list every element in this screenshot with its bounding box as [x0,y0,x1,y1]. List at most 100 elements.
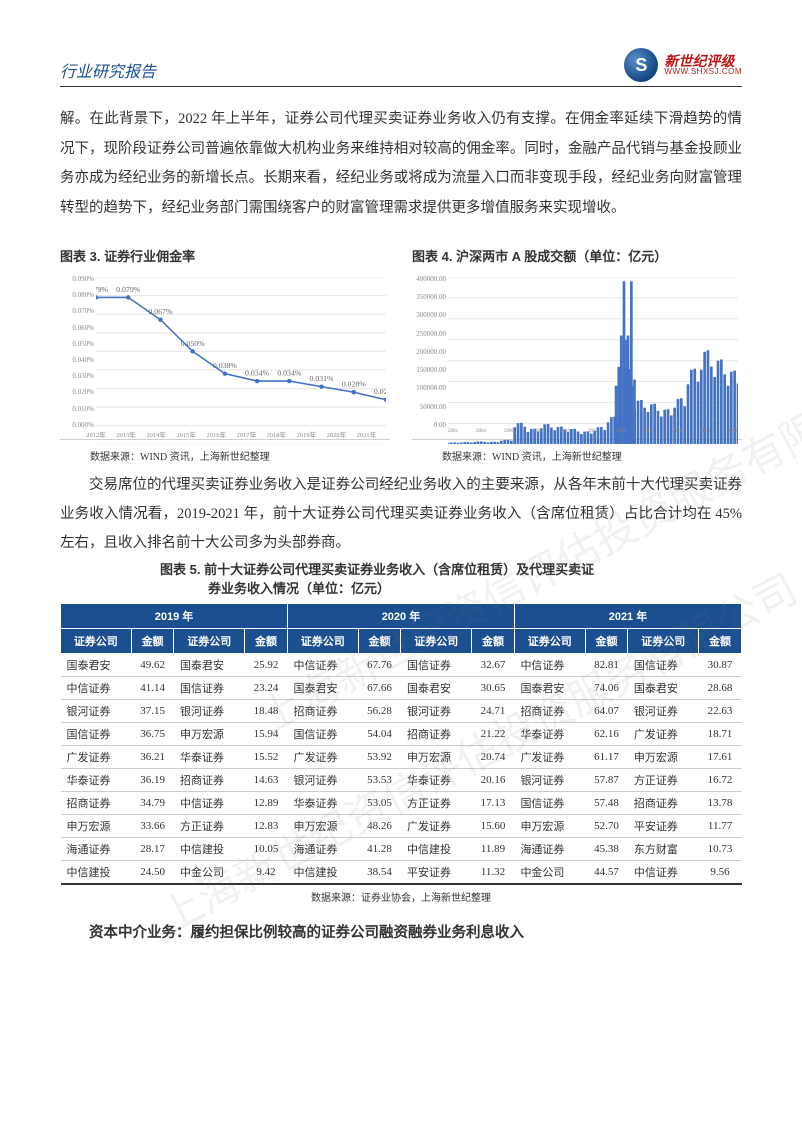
chart4-area: 400000.00350000.00300000.00250000.002000… [412,275,742,440]
amount-cell: 36.75 [131,722,174,745]
table5-body: 国泰君安49.62国泰君安25.92中信证券67.76国信证券32.67中信证券… [61,653,742,884]
table5-year-header: 2020 年 [287,603,514,628]
company-cell: 平安证券 [401,860,472,884]
company-cell: 国信证券 [174,676,245,699]
company-cell: 国泰君安 [628,676,699,699]
amount-cell: 48.26 [358,814,401,837]
amount-cell: 24.71 [472,699,515,722]
brand-logo-icon: S [624,48,658,82]
company-cell: 银河证券 [514,768,585,791]
company-cell: 银河证券 [174,699,245,722]
company-cell: 招商证券 [401,722,472,745]
table5-year-header: 2019 年 [61,603,288,628]
chart4-plot [448,277,738,444]
amount-cell: 52.70 [585,814,628,837]
company-cell: 中信建投 [401,837,472,860]
company-cell: 华泰证券 [61,768,132,791]
amount-cell: 20.16 [472,768,515,791]
amount-cell: 9.56 [699,860,742,884]
brand-text: 新世纪评级 WWW.SHXSJ.COM [664,54,742,76]
amount-cell: 37.15 [131,699,174,722]
brand-name: 新世纪评级 [664,54,742,68]
amount-cell: 10.73 [699,837,742,860]
section-heading-capital-intermediary: 资本中介业务：履约担保比例较高的证券公司融资融券业务利息收入 [60,920,742,948]
amount-cell: 17.13 [472,791,515,814]
amount-cell: 56.28 [358,699,401,722]
table-row: 华泰证券36.19招商证券14.63银河证券53.53华泰证券20.16银河证券… [61,768,742,791]
table5-col-header: 证券公司 [61,628,132,653]
page-header: 行业研究报告 S 新世纪评级 WWW.SHXSJ.COM [60,48,742,87]
amount-cell: 15.52 [245,745,288,768]
company-cell: 中金公司 [514,860,585,884]
table-row: 申万宏源33.66方正证券12.83申万宏源48.26广发证券15.60申万宏源… [61,814,742,837]
company-cell: 广发证券 [61,745,132,768]
table5-year-row: 2019 年2020 年2021 年 [61,603,742,628]
company-cell: 国信证券 [514,791,585,814]
company-cell: 平安证券 [628,814,699,837]
company-cell: 华泰证券 [287,791,358,814]
table-row: 国泰君安49.62国泰君安25.92中信证券67.76国信证券32.67中信证券… [61,653,742,676]
table5-col-row: 证券公司金额证券公司金额证券公司金额证券公司金额证券公司金额证券公司金额 [61,628,742,653]
chart4-yaxis: 400000.00350000.00300000.00250000.002000… [412,275,446,429]
table5-year-header: 2021 年 [514,603,741,628]
amount-cell: 64.07 [585,699,628,722]
amount-cell: 16.72 [699,768,742,791]
amount-cell: 74.06 [585,676,628,699]
company-cell: 银河证券 [401,699,472,722]
amount-cell: 28.68 [699,676,742,699]
company-cell: 广发证券 [287,745,358,768]
chart3-area: 0.090%0.080%0.070%0.060%0.050%0.040%0.03… [60,275,390,440]
svg-text:0.067%: 0.067% [148,307,173,316]
svg-text:0.050%: 0.050% [181,339,206,348]
amount-cell: 21.22 [472,722,515,745]
table-row: 招商证券34.79中信证券12.89华泰证券53.05方正证券17.13国信证券… [61,791,742,814]
table5-col-header: 金额 [131,628,174,653]
amount-cell: 20.74 [472,745,515,768]
amount-cell: 11.89 [472,837,515,860]
company-cell: 国泰君安 [401,676,472,699]
table5-col-header: 证券公司 [401,628,472,653]
chart4-block: 图表 4. 沪深两市 A 股成交额（单位：亿元） 400000.00350000… [412,246,742,463]
amount-cell: 11.77 [699,814,742,837]
svg-text:0.038%: 0.038% [213,361,238,370]
company-cell: 银河证券 [61,699,132,722]
amount-cell: 28.17 [131,837,174,860]
amount-cell: 22.63 [699,699,742,722]
company-cell: 广发证券 [401,814,472,837]
svg-text:0.024%: 0.024% [374,387,386,396]
amount-cell: 57.48 [585,791,628,814]
paragraph-2: 交易席位的代理买卖证券业务收入是证券公司经纪业务收入的主要来源，从各年末前十大代… [60,471,742,558]
company-cell: 东方财富 [628,837,699,860]
paragraph-1: 解。在此背景下，2022 年上半年，证券公司代理买卖证券业务收入仍有支撑。在佣金… [60,105,742,224]
amount-cell: 18.71 [699,722,742,745]
report-title: 行业研究报告 [60,58,156,82]
amount-cell: 12.89 [245,791,288,814]
amount-cell: 32.67 [472,653,515,676]
company-cell: 国信证券 [628,653,699,676]
table5-col-header: 金额 [699,628,742,653]
amount-cell: 10.05 [245,837,288,860]
amount-cell: 36.21 [131,745,174,768]
amount-cell: 30.65 [472,676,515,699]
amount-cell: 67.76 [358,653,401,676]
company-cell: 国泰君安 [514,676,585,699]
amount-cell: 49.62 [131,653,174,676]
company-cell: 海通证券 [61,837,132,860]
amount-cell: 61.17 [585,745,628,768]
company-cell: 华泰证券 [401,768,472,791]
company-cell: 中信证券 [287,653,358,676]
company-cell: 招商证券 [61,791,132,814]
svg-text:0.079%: 0.079% [116,285,141,294]
company-cell: 国泰君安 [287,676,358,699]
amount-cell: 13.78 [699,791,742,814]
company-cell: 广发证券 [628,722,699,745]
company-cell: 中信建投 [61,860,132,884]
table5-col-header: 证券公司 [174,628,245,653]
amount-cell: 41.14 [131,676,174,699]
table5-col-header: 证券公司 [628,628,699,653]
amount-cell: 67.66 [358,676,401,699]
chart4-caption: 图表 4. 沪深两市 A 股成交额（单位：亿元） [412,246,742,265]
company-cell: 申万宏源 [174,722,245,745]
company-cell: 中信建投 [174,837,245,860]
company-cell: 中信证券 [174,791,245,814]
